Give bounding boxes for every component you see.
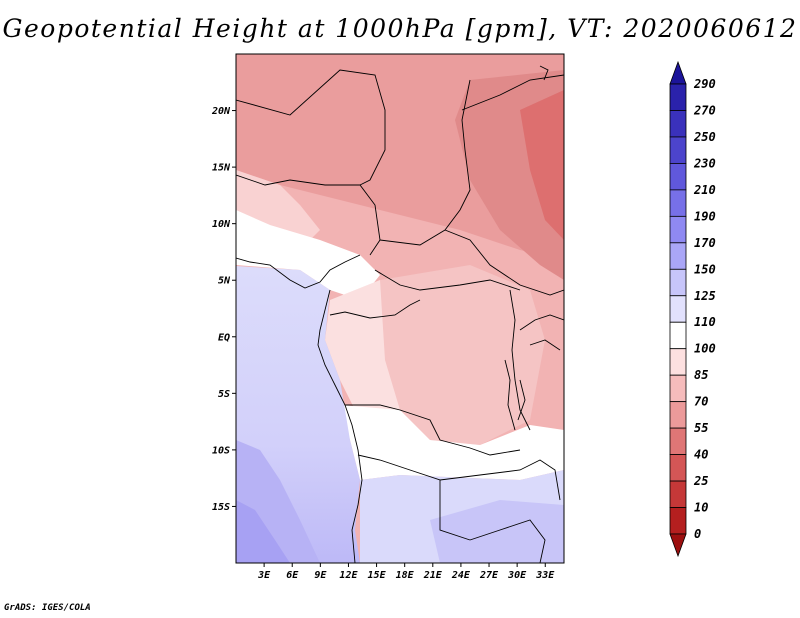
field-central-light xyxy=(325,280,400,420)
field-hotspot xyxy=(520,90,564,240)
lat-tick-label: 5N xyxy=(218,276,231,287)
gabon-border xyxy=(329,299,421,319)
east-africa-borders xyxy=(519,314,564,351)
niger-border xyxy=(236,69,386,186)
car-border xyxy=(444,229,564,296)
colorbar-label: 85 xyxy=(694,368,708,382)
lon-tick-label: 9E xyxy=(314,570,327,581)
lon-tick-label: 12E xyxy=(339,570,358,581)
colorbar-label: 170 xyxy=(694,236,716,250)
nigeria-border xyxy=(236,174,381,256)
field-southwest-lower xyxy=(236,500,290,563)
colorbar-swatch xyxy=(669,83,687,111)
colorbar-swatch xyxy=(669,136,687,164)
congo-north-border xyxy=(374,269,521,291)
rift-lakes-border xyxy=(509,289,531,431)
field-congo xyxy=(380,265,545,445)
geopotential-field xyxy=(236,54,564,563)
lon-tick-label: 27E xyxy=(479,570,499,581)
colorbar-label: 25 xyxy=(693,474,708,488)
credit-label: GrADS: IGES/COLA xyxy=(4,603,91,613)
lat-tick-label: 15S xyxy=(212,502,230,513)
colorbar-label: 150 xyxy=(694,262,716,276)
lat-axis: 20N 15N 10N 5N EQ 5S 10S 15S xyxy=(211,106,236,513)
colorbar-swatch xyxy=(669,427,687,455)
colorbar-label: 125 xyxy=(694,289,716,303)
lon-axis: 3E 6E 9E 12E 15E 18E 21E 24E 27E 30E 33E xyxy=(257,563,555,581)
lon-tick-label: 18E xyxy=(396,570,415,581)
colorbar-label: 55 xyxy=(694,421,708,435)
borders xyxy=(236,65,564,563)
colorbar-label: 70 xyxy=(694,395,708,409)
colorbar-label: 230 xyxy=(693,156,716,170)
colorbar-label: 250 xyxy=(693,130,716,144)
colorbar-top-arrow xyxy=(669,60,687,85)
chart-title: Geopotential Height at 1000hPa [gpm], VT… xyxy=(2,14,798,43)
colorbar-swatch xyxy=(669,268,687,297)
colorbar-swatch xyxy=(669,401,687,429)
colorbar-label: 190 xyxy=(694,209,716,223)
colorbar-swatch xyxy=(669,374,687,403)
colorbar-swatch xyxy=(669,348,687,376)
lon-tick-label: 24E xyxy=(451,570,471,581)
colorbar-swatch xyxy=(669,189,687,217)
colorbar-swatch xyxy=(669,480,687,508)
colorbar-swatch xyxy=(669,163,687,191)
field-south-white xyxy=(340,405,564,480)
zambia-border xyxy=(439,459,561,501)
lat-tick-label: 15N xyxy=(212,163,231,174)
lat-tick-label: 10N xyxy=(212,219,231,230)
map-frame xyxy=(235,53,565,564)
colorbar-swatch xyxy=(669,242,687,270)
colorbar-label: 10 xyxy=(694,501,708,515)
colorbar-label: 0 xyxy=(694,527,701,541)
colorbar-label: 110 xyxy=(694,315,716,329)
colorbar-label: 40 xyxy=(694,448,708,462)
colorbar-swatch xyxy=(669,295,687,323)
colorbar-label: 290 xyxy=(693,77,716,91)
colorbar-swatch xyxy=(669,454,687,482)
lat-tick-label: 5S xyxy=(218,389,230,400)
field-south-lavender xyxy=(430,500,564,563)
colorbar-label: 100 xyxy=(694,342,716,356)
colorbar-label: 210 xyxy=(693,183,716,197)
south-border xyxy=(469,519,546,563)
colorbar-bottom-arrow xyxy=(669,533,687,558)
red-sea-coast xyxy=(539,65,549,81)
angola-north-border xyxy=(345,404,521,456)
lon-tick-label: 33E xyxy=(535,570,555,581)
colorbar-swatch xyxy=(669,507,687,535)
lat-tick-label: 20N xyxy=(211,106,231,117)
lake-tanganyika xyxy=(504,359,526,431)
lon-tick-label: 3E xyxy=(257,570,271,581)
lat-tick-label: 10S xyxy=(212,445,230,456)
lon-tick-label: 30E xyxy=(507,570,527,581)
colorbar-swatch xyxy=(669,215,687,244)
lon-tick-label: 6E xyxy=(286,570,299,581)
lon-tick-label: 21E xyxy=(423,570,443,581)
sudan-north-border xyxy=(461,74,564,111)
colorbar-swatch xyxy=(669,110,687,138)
lat-tick-label: EQ xyxy=(218,332,230,343)
colorbar-swatch xyxy=(669,321,687,350)
lon-tick-label: 15E xyxy=(368,570,387,581)
colorbar: 2902702502302101901701501251101008570554… xyxy=(669,60,716,558)
angola-south-border xyxy=(357,454,471,541)
colorbar-label: 270 xyxy=(693,103,716,117)
gulf-coastline xyxy=(236,254,361,289)
chad-border xyxy=(379,79,471,246)
field-coastal-white xyxy=(236,210,380,300)
